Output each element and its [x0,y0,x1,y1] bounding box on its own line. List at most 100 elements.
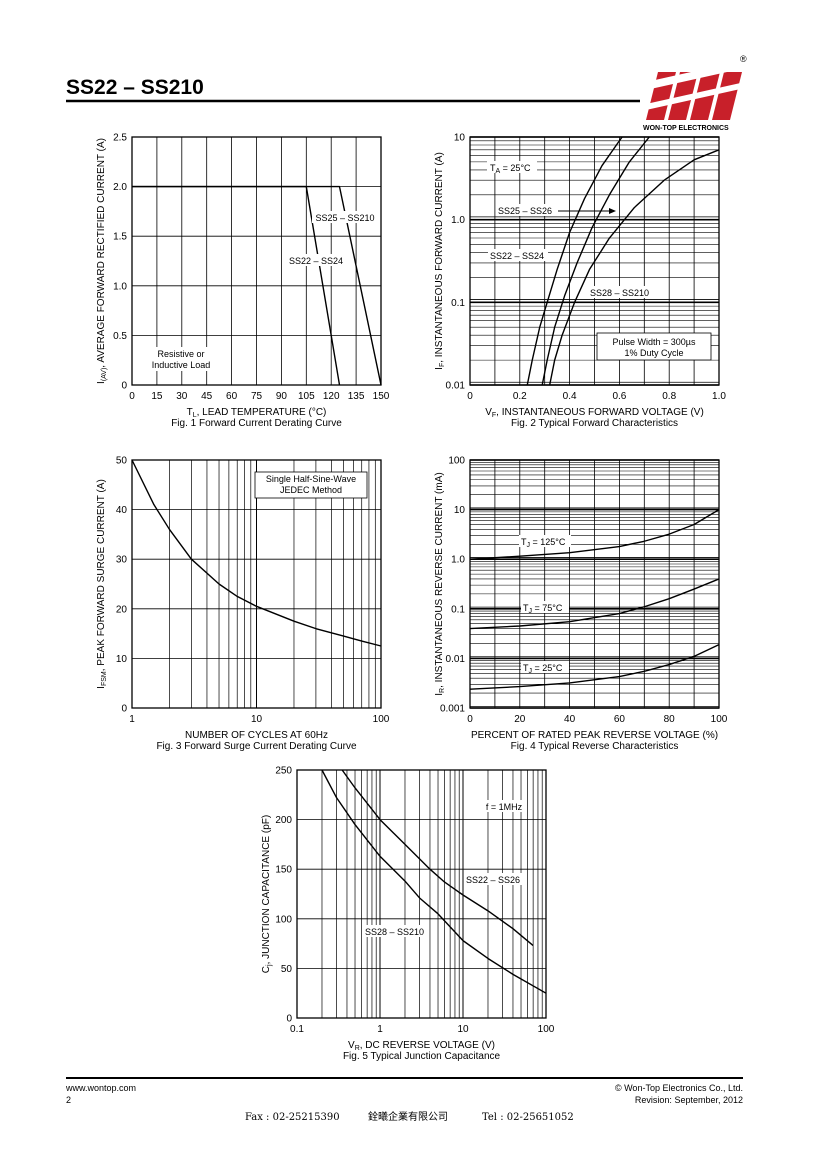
y-tick-label: 250 [275,766,292,777]
series-label: SS25 – SS26 [498,206,552,216]
x-tick-label: 100 [373,714,390,725]
series-line [548,149,720,386]
label-background [597,333,711,360]
label-background [312,211,378,223]
plot-frame [296,769,547,1019]
plot-frame [131,459,382,709]
chart-3: 1 10 100 0 10 20 30 40 50 NUMBER OF CYCLES AT 60H… [96,456,390,753]
annotation: f = 1MHz [486,802,523,812]
series-label: SS22 – SS24 [289,256,343,266]
x-tick-label: 60 [226,391,238,402]
label-background [496,204,556,216]
series-label: TJ = 25°C [523,663,563,675]
y-tick-label: 10 [454,505,466,516]
x-tick-label: 0.8 [662,391,676,402]
label-background [521,601,569,613]
x-tick-label: 15 [151,391,163,402]
footer-copyright: © Won-Top Electronics Co., Ltd. [615,1083,743,1093]
x-tick-label: 150 [373,391,390,402]
label-background [519,535,571,547]
series-line [469,578,720,630]
y-tick-label: 1.0 [451,215,465,226]
x-tick-label: 100 [711,714,728,725]
x-tick-label: 10 [251,714,263,725]
y-tick-label: 2.0 [113,182,127,193]
label-background [285,254,347,266]
x-tick-label: 120 [323,391,340,402]
series-line [469,643,720,690]
x-tick-label: 0 [129,391,135,402]
annotation: Resistive or [157,349,204,359]
y-tick-label: 1.0 [113,281,127,292]
y-tick-label: 10 [116,654,128,665]
series-label: TJ = 125°C [521,537,566,549]
x-tick-label: 40 [564,714,576,725]
y-tick-label: 0.1 [451,298,465,309]
y-tick-label: 0.01 [446,654,466,665]
page-title: SS22 – SS210 [66,76,204,99]
chart-title: Fig. 1 Forward Current Derating Curve [171,418,342,429]
x-tick-label: 75 [251,391,263,402]
chart-title: Fig. 5 Typical Junction Capacitance [343,1051,501,1062]
series-line [132,185,341,386]
x-tick-label: 1.0 [712,391,726,402]
y-tick-label: 0.5 [113,331,127,342]
x-axis-label: VR, DC REVERSE VOLTAGE (V) [348,1040,495,1052]
x-axis-label: NUMBER OF CYCLES AT 60Hz [185,730,328,741]
x-axis-label: VF, INSTANTANEOUS FORWARD VOLTAGE (V) [485,407,704,419]
plot-frame [469,459,720,709]
y-axis-label: IR, INSTANTANEOUS REVERSE CURRENT (mA) [434,472,446,695]
chart-title: Fig. 4 Typical Reverse Characteristics [511,741,679,752]
x-tick-label: 105 [298,391,315,402]
series-line [541,136,650,386]
x-tick-label: 0.4 [563,391,577,402]
series-label: SS22 – SS26 [466,875,520,885]
y-tick-label: 200 [275,815,292,826]
x-tick-label: 30 [176,391,188,402]
arrow-head [609,208,616,214]
x-tick-label: 0 [467,391,473,402]
series-label: SS28 – SS210 [590,288,649,298]
x-tick-label: 80 [664,714,676,725]
chart-1: 0 15 30 45 60 75 90 105 120 135 150 0 0.5 1.0 1.5 2.0 2.… [96,133,390,430]
label-background [363,925,429,937]
y-tick-label: 0 [121,381,127,392]
y-tick-label: 100 [448,456,465,467]
annotation: 1% Duty Cycle [624,348,683,358]
charts-area: 0 15 30 45 60 75 90 105 120 135 15000.51.01.52.02.… [96,133,728,1063]
x-tick-label: 1 [377,1024,383,1035]
y-tick-label: 0 [286,1014,292,1025]
chart-2: 0 0.2 0.4 0.6 0.8 1.0 0.01 0.1 1.0 10 VF, INSTANTA… [434,133,726,430]
footer-website[interactable]: www.wontop.com [65,1083,136,1093]
y-tick-label: 10 [454,133,466,144]
x-tick-label: 0 [467,714,473,725]
brand-name: WON-TOP ELECTRONICS [643,125,729,132]
x-tick-label: 1 [129,714,135,725]
brand-logo [646,60,745,120]
annotation: JEDEC Method [280,485,342,495]
series-label: SS28 – SS210 [365,927,424,937]
note-box [254,471,368,499]
y-tick-label: 50 [116,456,128,467]
plot-frame [131,136,382,386]
series-label: SS22 – SS24 [490,251,544,261]
y-tick-label: 1.5 [113,232,127,243]
chart-4: 0 20 40 60 80 100 0.001 0.01 0.1 1.0 10 100 PERCENT … [434,456,728,753]
label-background [588,286,654,298]
label-background [521,661,569,673]
y-tick-label: 0 [121,704,127,715]
x-tick-label: 10 [457,1024,469,1035]
y-tick-label: 0.01 [446,381,466,392]
note-box [596,332,712,361]
chart-title: Fig. 3 Forward Surge Current Derating Cu… [156,741,357,752]
y-tick-label: 50 [281,964,293,975]
annotation: Single Half-Sine-Wave [266,474,356,484]
y-tick-label: 30 [116,555,128,566]
series-line [341,769,534,947]
x-axis-label: TL, LEAD TEMPERATURE (°C) [187,407,327,419]
series-line [469,508,720,560]
x-tick-label: 100 [538,1024,555,1035]
x-axis-label: PERCENT OF RATED PEAK REVERSE VOLTAGE (%… [471,730,718,741]
y-tick-label: 20 [116,604,128,615]
y-tick-label: 150 [275,865,292,876]
